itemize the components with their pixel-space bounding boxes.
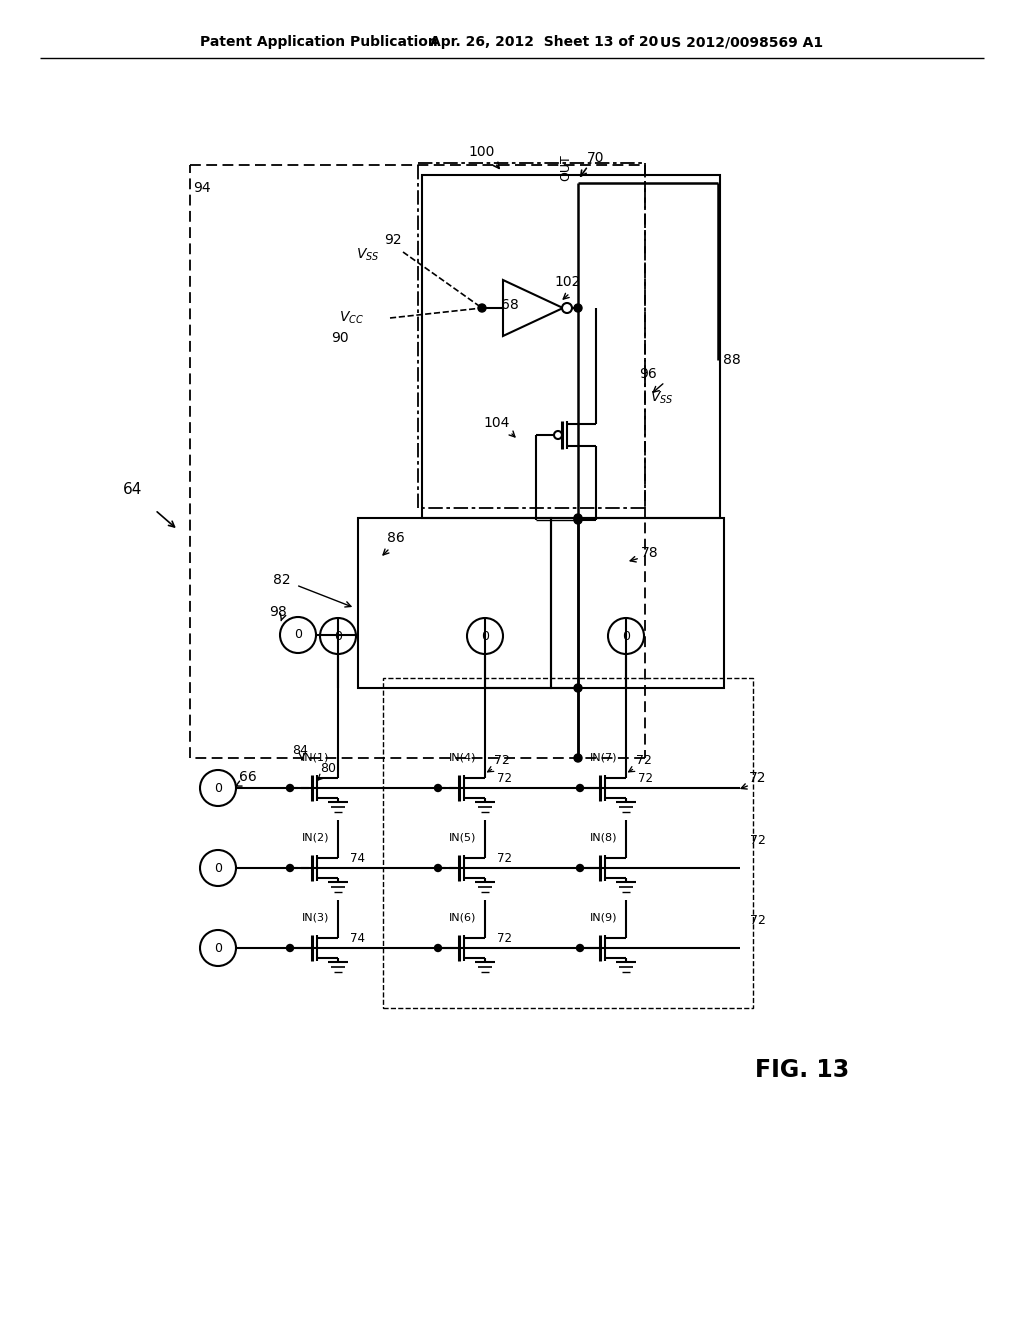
Text: IN(3): IN(3) — [302, 912, 330, 921]
Text: 72: 72 — [750, 833, 766, 846]
Text: IN(1): IN(1) — [302, 752, 330, 762]
Text: 80: 80 — [319, 763, 336, 776]
Text: 96: 96 — [639, 367, 656, 381]
Text: 68: 68 — [501, 298, 519, 312]
Text: Patent Application Publication: Patent Application Publication — [200, 36, 437, 49]
Circle shape — [200, 931, 236, 966]
Text: 0: 0 — [294, 628, 302, 642]
Circle shape — [562, 304, 572, 313]
Text: Apr. 26, 2012  Sheet 13 of 20: Apr. 26, 2012 Sheet 13 of 20 — [430, 36, 658, 49]
Circle shape — [434, 945, 441, 952]
Circle shape — [574, 513, 582, 521]
Text: 0: 0 — [481, 630, 489, 643]
Text: $V_{CC}$: $V_{CC}$ — [340, 310, 365, 326]
Text: 0: 0 — [334, 630, 342, 643]
Text: 82: 82 — [273, 573, 291, 587]
Circle shape — [478, 304, 486, 312]
Circle shape — [577, 945, 584, 952]
Bar — [551, 517, 724, 688]
Circle shape — [200, 770, 236, 807]
Text: 72: 72 — [750, 771, 767, 785]
Text: 92: 92 — [384, 234, 401, 247]
Bar — [383, 678, 753, 1008]
Text: 74: 74 — [350, 932, 365, 945]
Text: 84: 84 — [292, 743, 308, 756]
Circle shape — [574, 516, 582, 524]
Text: 66: 66 — [240, 770, 257, 784]
Circle shape — [200, 850, 236, 886]
Circle shape — [574, 304, 582, 312]
Text: 72: 72 — [494, 754, 510, 767]
Text: IN(2): IN(2) — [302, 832, 330, 842]
Circle shape — [574, 754, 582, 762]
Circle shape — [577, 784, 584, 792]
Text: 94: 94 — [194, 181, 211, 195]
Text: 100: 100 — [469, 145, 496, 158]
Text: 86: 86 — [387, 531, 404, 545]
Text: 90: 90 — [331, 331, 349, 345]
Text: 74: 74 — [350, 851, 365, 865]
Circle shape — [608, 618, 644, 653]
Circle shape — [467, 618, 503, 653]
Circle shape — [574, 684, 582, 692]
Circle shape — [280, 616, 316, 653]
Text: $V_{SS}$: $V_{SS}$ — [650, 389, 674, 407]
Text: 0: 0 — [214, 941, 222, 954]
Circle shape — [577, 865, 584, 871]
Text: IN(9): IN(9) — [590, 912, 617, 921]
Text: 72: 72 — [638, 772, 653, 785]
Circle shape — [319, 618, 356, 653]
Text: 0: 0 — [214, 781, 222, 795]
Bar — [422, 176, 720, 517]
Text: 72: 72 — [750, 913, 766, 927]
Text: 72: 72 — [497, 932, 512, 945]
Text: IN(6): IN(6) — [449, 912, 476, 921]
Text: 0: 0 — [214, 862, 222, 874]
Text: 88: 88 — [723, 352, 740, 367]
Circle shape — [287, 945, 294, 952]
Text: 78: 78 — [641, 546, 658, 560]
Text: 102: 102 — [555, 275, 582, 289]
Text: 98: 98 — [269, 605, 287, 619]
Text: 104: 104 — [483, 416, 510, 430]
Circle shape — [434, 865, 441, 871]
Text: IN(7): IN(7) — [590, 752, 617, 762]
Text: 72: 72 — [497, 772, 512, 785]
Text: $V_{SS}$: $V_{SS}$ — [356, 247, 380, 263]
Circle shape — [434, 784, 441, 792]
Text: 72: 72 — [636, 754, 652, 767]
Text: US 2012/0098569 A1: US 2012/0098569 A1 — [660, 36, 823, 49]
Text: OUT: OUT — [559, 154, 572, 181]
Text: IN(5): IN(5) — [449, 832, 476, 842]
Text: IN(4): IN(4) — [449, 752, 476, 762]
Text: 64: 64 — [123, 483, 142, 498]
Circle shape — [554, 432, 562, 440]
Text: 0: 0 — [622, 630, 630, 643]
Bar — [358, 517, 551, 688]
Text: IN(8): IN(8) — [590, 832, 617, 842]
Text: 70: 70 — [587, 150, 605, 165]
Text: 72: 72 — [497, 851, 512, 865]
Circle shape — [287, 865, 294, 871]
Circle shape — [287, 784, 294, 792]
Text: FIG. 13: FIG. 13 — [755, 1059, 849, 1082]
